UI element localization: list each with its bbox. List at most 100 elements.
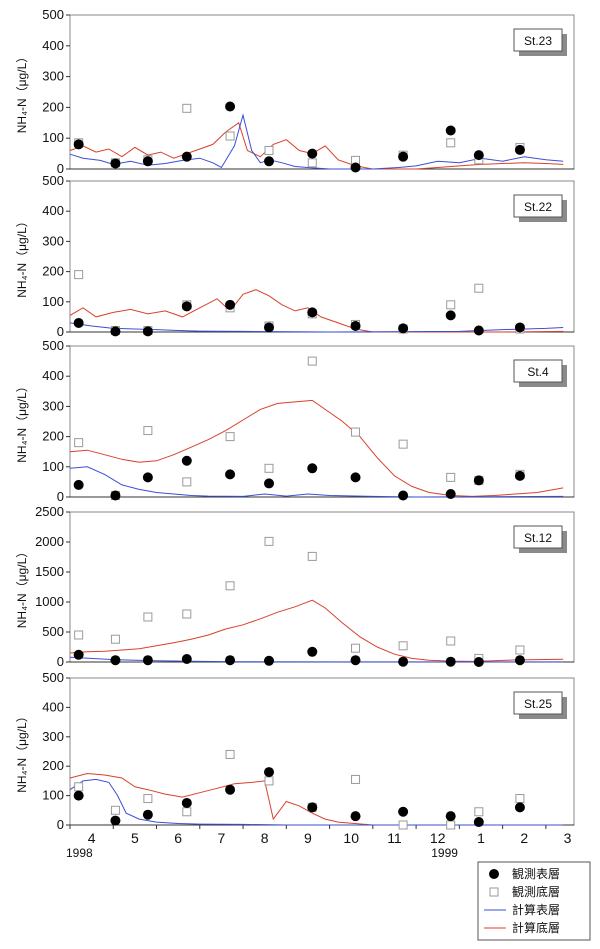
data-point-obs-surface [445,811,456,822]
data-point-obs-surface [307,463,318,474]
y-tick-label: 400 [42,368,64,383]
data-point-obs-surface [110,655,121,666]
station-label: St.25 [524,697,552,711]
y-tick-label: 200 [42,264,64,279]
x-tick-label: 1 [477,830,485,846]
data-point-obs-bottom [182,807,192,817]
data-point-obs-surface [225,655,236,666]
data-point-obs-bottom [74,630,84,640]
data-point-obs-surface [73,139,84,150]
data-point-obs-bottom [182,103,192,113]
y-tick-label: 2000 [35,534,64,549]
data-point-obs-bottom [307,158,317,168]
y-axis-label: NH₄-N（μg/L） [15,546,29,629]
x-tick-label: 8 [261,830,269,846]
legend-marker-obs-bottom [489,887,499,897]
chart-panel-st22: 0 100 200 300 400 500 NH₄-N（μg/L） St.22 [15,173,575,339]
data-point-obs-bottom [264,536,274,546]
y-tick-label: 0 [57,489,64,504]
y-tick-label: 300 [42,398,64,413]
x-tick-label: 4 [88,830,96,846]
data-point-obs-surface [514,802,525,813]
plot-frame [69,180,575,333]
y-tick-label: 200 [42,429,64,444]
data-point-obs-surface [181,797,192,808]
legend-label-calc-surface: 計算表層 [512,902,560,917]
data-point-obs-surface [514,470,525,481]
data-point-obs-surface [142,326,153,337]
station-label-box [513,28,563,52]
data-point-obs-bottom [351,643,361,653]
data-point-obs-bottom [143,794,153,804]
y-tick-label: 500 [42,670,64,685]
chart-panel-st23: 0 100 200 300 400 500 NH₄-N（μg/L） St.23 [15,7,575,176]
data-point-obs-surface [142,472,153,483]
y-tick-label: 300 [42,69,64,84]
plot-frame [69,14,575,170]
data-point-obs-surface [514,322,525,333]
data-point-obs-surface [398,323,409,334]
y-tick-label: 0 [57,817,64,832]
data-point-obs-surface [264,655,275,666]
data-point-obs-surface [307,307,318,318]
x-tick-label: 2 [520,830,528,846]
y-axis-label: NH₄-N（μg/L） [15,215,29,298]
station-label: St.4 [527,365,549,379]
y-tick-label: 400 [42,699,64,714]
y-axis-label: NH₄-N（μg/L） [15,710,29,793]
data-point-obs-surface [514,144,525,155]
x-tick-label: 11 [387,830,402,846]
chart-panel-st25: 0 100 200 300 400 500 NH₄-N（μg/L） St.25 [15,670,575,832]
y-tick-label: 400 [42,203,64,218]
data-point-obs-surface [181,151,192,162]
legend-label-obs-surface: 観測表層 [512,867,560,881]
chart-panel-st12: 0 500 1000 1500 2000 2500 NH₄-N（μg/L） St.12 [15,504,575,669]
data-point-obs-bottom [74,270,84,280]
x-tick-label: 3 [564,830,572,846]
data-point-obs-bottom [143,612,153,622]
station-label-box [513,194,563,218]
data-point-obs-surface [110,326,121,337]
y-tick-label: 500 [42,173,64,188]
data-point-obs-surface [142,809,153,820]
data-point-obs-surface [350,472,361,483]
data-point-obs-bottom [110,805,120,815]
data-point-obs-surface [181,654,192,664]
data-point-obs-bottom [398,820,408,830]
series-line-calc-surface [69,778,564,826]
series-line-calc-bottom [69,121,564,170]
data-point-obs-surface [350,320,361,331]
data-point-obs-bottom [264,463,274,473]
y-tick-label: 200 [42,758,64,773]
data-point-obs-surface [73,479,84,490]
x-tick-label: 9 [304,830,312,846]
station-label: St.22 [524,200,552,214]
data-point-obs-surface [445,656,456,667]
y-tick-label: 100 [42,788,64,803]
data-point-obs-surface [264,322,275,333]
data-point-obs-surface [445,310,456,321]
data-point-obs-surface [473,150,484,161]
station-label: St.23 [524,34,552,48]
data-point-obs-surface [110,158,121,169]
legend-marker-obs-surface [489,869,499,879]
y-tick-label: 1500 [35,564,64,579]
x-tick-label: 5 [131,830,139,846]
y-tick-label: 0 [57,161,64,176]
data-point-obs-bottom [225,749,235,759]
data-point-obs-bottom [446,300,456,310]
data-point-obs-surface [142,156,153,167]
y-tick-label: 100 [42,294,64,309]
data-point-obs-surface [181,301,192,312]
data-point-obs-surface [307,802,318,813]
data-point-obs-surface [445,125,456,136]
data-point-obs-bottom [225,581,235,591]
station-label: St.12 [524,531,552,545]
data-point-obs-surface [398,806,409,817]
y-tick-label: 200 [42,99,64,114]
data-point-obs-bottom [515,645,525,655]
data-point-obs-surface [73,790,84,801]
data-point-obs-surface [225,101,236,112]
